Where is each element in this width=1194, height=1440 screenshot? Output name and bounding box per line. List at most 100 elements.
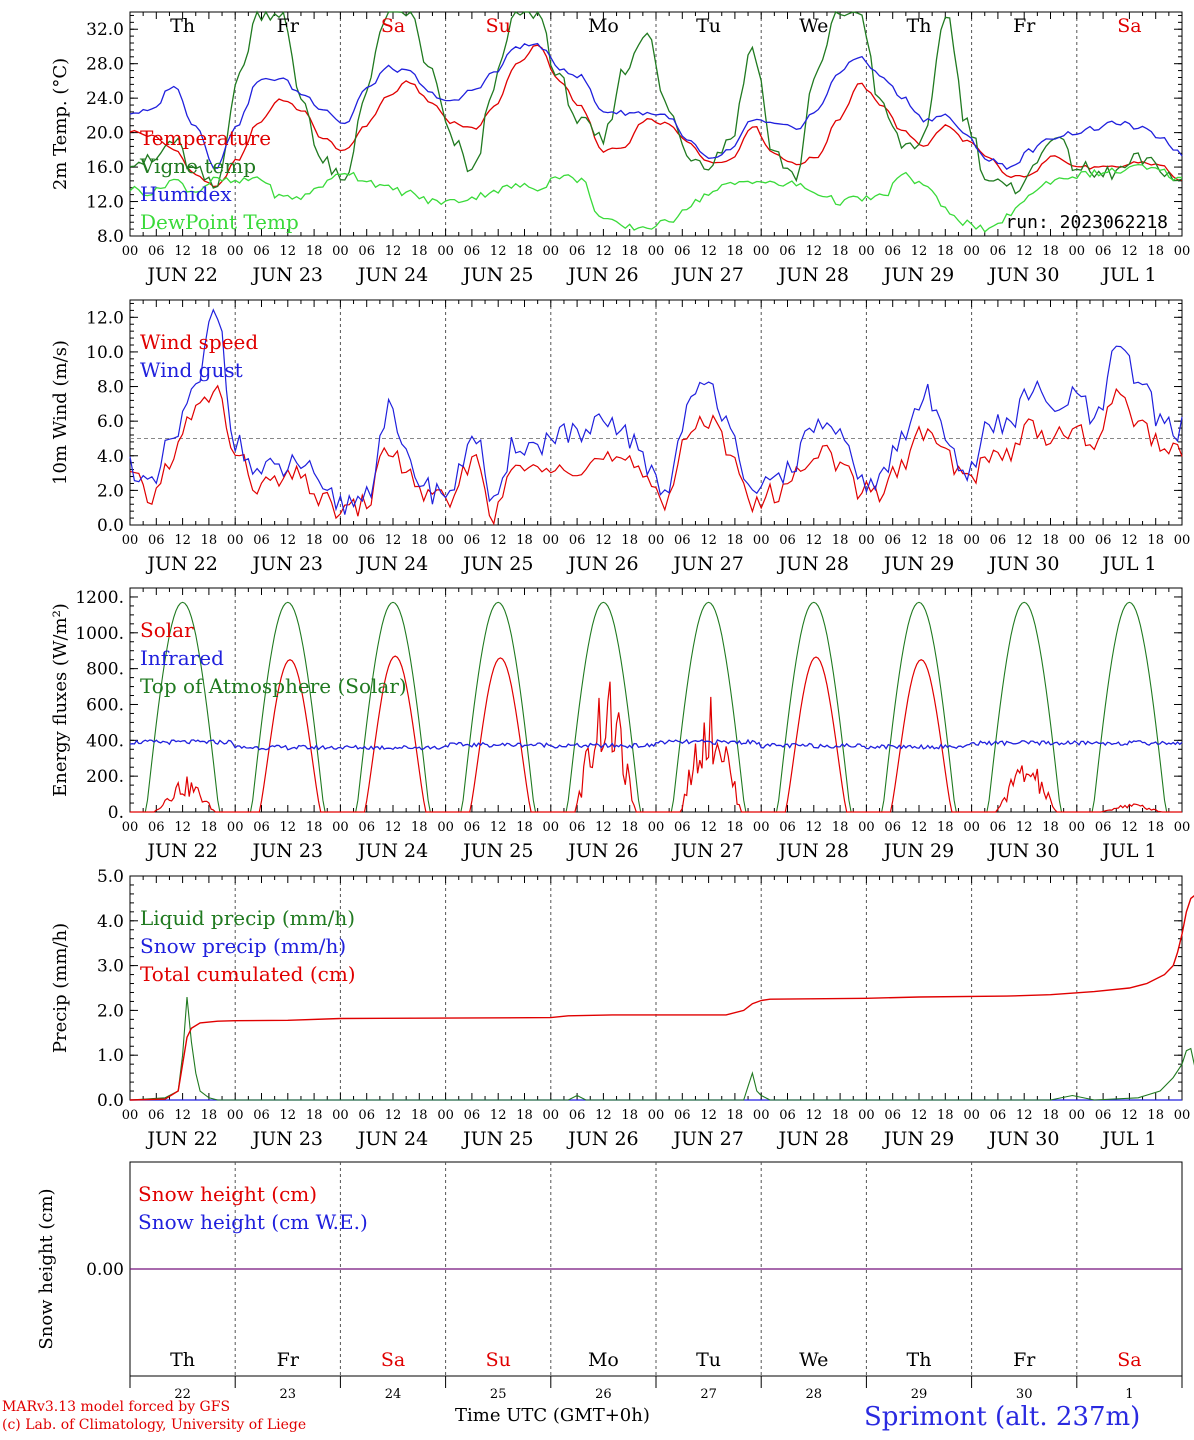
- y-tick-label: 400.: [86, 731, 124, 751]
- x-hour-label: 06: [569, 533, 586, 548]
- y-tick-label: 10.0: [86, 343, 124, 363]
- x-date-label: JUN 27: [671, 1128, 743, 1150]
- x-hour-label: 18: [832, 244, 849, 259]
- x-hour-label: 12: [806, 820, 823, 835]
- x-hour-label: 00: [227, 1108, 244, 1123]
- x-hour-label: 06: [990, 1108, 1007, 1123]
- y-tick-label: 1200.: [75, 588, 124, 608]
- x-hour-label: 00: [437, 533, 454, 548]
- x-hour-label: 00: [648, 820, 665, 835]
- x-date-label: JUN 26: [566, 840, 638, 862]
- x-date-label: JUN 30: [987, 840, 1059, 862]
- day-number-label: 26: [595, 1387, 612, 1402]
- y-tick-label: 0.: [108, 803, 124, 823]
- x-hour-label: 18: [727, 1108, 744, 1123]
- x-hour-label: 00: [1174, 1108, 1191, 1123]
- x-date-label: JUN 28: [777, 264, 849, 286]
- y-tick-label: 2.0: [97, 481, 124, 501]
- legend-top-of-atmosphere-solar-: Top of Atmosphere (Solar): [140, 674, 407, 698]
- x-date-label: JUN 29: [882, 264, 954, 286]
- x-hour-label: 18: [1147, 820, 1164, 835]
- x-hour-label: 00: [753, 820, 770, 835]
- weekday-label: Fr: [277, 15, 300, 37]
- legend-temperature: Temperature: [140, 126, 271, 150]
- x-hour-label: 12: [595, 533, 612, 548]
- x-hour-label: 00: [1069, 820, 1086, 835]
- x-date-label: JUN 29: [882, 553, 954, 575]
- x-date-label: JUN 27: [671, 264, 743, 286]
- x-hour-label: 18: [201, 244, 218, 259]
- x-hour-label: 06: [464, 820, 481, 835]
- x-hour-label: 00: [122, 533, 139, 548]
- plot-frame: [129, 11, 1183, 237]
- x-hour-label: 00: [858, 820, 875, 835]
- x-hour-label: 18: [306, 244, 323, 259]
- series-line-humidex: [129, 42, 1183, 170]
- y-axis-label: 2m Temp. (°C): [50, 58, 71, 190]
- x-hour-label: 12: [490, 820, 507, 835]
- x-hour-label: 12: [1121, 533, 1138, 548]
- x-hour-label: 12: [806, 1108, 823, 1123]
- copyright-label: (c) Lab. of Climatology, University of L…: [2, 1417, 307, 1433]
- x-hour-label: 12: [385, 820, 402, 835]
- x-hour-label: 12: [490, 1108, 507, 1123]
- weekday-label: Sa: [1117, 1349, 1141, 1371]
- series-line-temperature: [129, 44, 1183, 188]
- y-tick-label: 0.00: [86, 1260, 124, 1280]
- x-date-label: JUN 30: [987, 1128, 1059, 1150]
- legend-wind-gust: Wind gust: [140, 358, 243, 382]
- x-date-label: JUN 24: [356, 264, 428, 286]
- weekday-label: We: [799, 1349, 828, 1371]
- x-hour-label: 06: [358, 1108, 375, 1123]
- series-line-solar: [130, 655, 1182, 813]
- x-hour-label: 00: [332, 244, 349, 259]
- legend-vigne-temp: Vigne temp: [139, 154, 256, 178]
- legend-dewpoint-temp: DewPoint Temp: [140, 210, 299, 234]
- x-hour-label: 06: [464, 244, 481, 259]
- y-tick-label: 3.0: [97, 957, 124, 977]
- x-hour-label: 00: [543, 533, 560, 548]
- x-hour-label: 12: [1016, 820, 1033, 835]
- x-hour-label: 12: [595, 1108, 612, 1123]
- x-date-label: JUN 22: [145, 264, 217, 286]
- series-line-liquid-precip-mm-h-: [129, 996, 1194, 1101]
- x-hour-label: 18: [937, 244, 954, 259]
- x-hour-label: 00: [858, 244, 875, 259]
- x-hour-label: 18: [621, 244, 638, 259]
- x-hour-label: 18: [411, 820, 428, 835]
- x-hour-label: 12: [700, 1108, 717, 1123]
- weekday-label: Sa: [381, 1349, 405, 1371]
- x-hour-label: 12: [595, 244, 612, 259]
- x-hour-label: 06: [148, 820, 165, 835]
- x-hour-label: 00: [648, 533, 665, 548]
- x-date-label: JUN 23: [251, 1128, 323, 1150]
- x-hour-label: 18: [621, 533, 638, 548]
- x-date-label: JUL 1: [1100, 553, 1156, 575]
- x-hour-label: 12: [174, 244, 191, 259]
- x-hour-label: 00: [1069, 1108, 1086, 1123]
- weekday-label: We: [799, 15, 828, 37]
- x-hour-label: 12: [700, 244, 717, 259]
- x-hour-label: 06: [779, 244, 796, 259]
- x-hour-label: 18: [621, 820, 638, 835]
- x-hour-label: 00: [1174, 533, 1191, 548]
- weekday-label: Mo: [588, 1349, 619, 1371]
- legend-liquid-precip-mm-h-: Liquid precip (mm/h): [140, 906, 355, 930]
- x-hour-label: 00: [858, 533, 875, 548]
- x-hour-label: 00: [753, 533, 770, 548]
- location-label: Sprimont (alt. 237m): [864, 1402, 1141, 1432]
- y-tick-label: 16.0: [86, 158, 124, 178]
- series-line-total-cumulated-cm-: [129, 895, 1194, 1101]
- x-hour-label: 06: [148, 244, 165, 259]
- x-date-label: JUN 25: [461, 1128, 533, 1150]
- x-hour-label: 06: [148, 533, 165, 548]
- weekday-label: Mo: [588, 15, 619, 37]
- x-hour-label: 00: [963, 820, 980, 835]
- weekday-label: Fr: [1013, 1349, 1036, 1371]
- x-hour-label: 12: [700, 533, 717, 548]
- x-hour-label: 00: [332, 1108, 349, 1123]
- x-hour-label: 00: [648, 1108, 665, 1123]
- y-tick-label: 1.0: [97, 1046, 124, 1066]
- x-date-label: JUN 24: [356, 553, 428, 575]
- x-date-label: JUN 29: [882, 1128, 954, 1150]
